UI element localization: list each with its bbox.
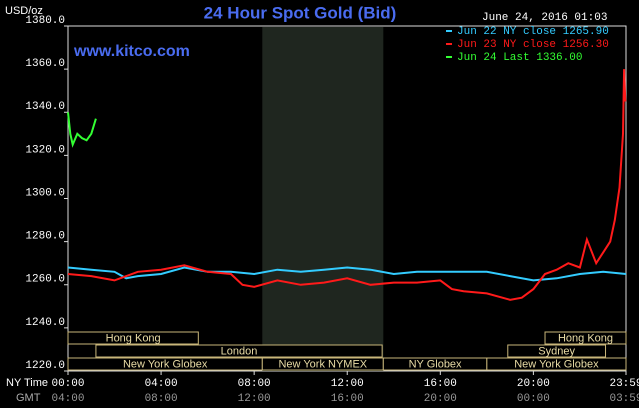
- y-tick-label: 1320.0: [25, 144, 65, 156]
- session-label: Hong Kong: [558, 332, 613, 344]
- x-axis-label: NY Time: [6, 377, 48, 389]
- y-tick-label: 1220.0: [25, 360, 65, 372]
- session-label: New York Globex: [123, 358, 208, 370]
- x2-tick-label: 03:59: [609, 393, 639, 405]
- legend-entry: Jun 24 Last 1336.00: [457, 52, 582, 64]
- chart-title: 24 Hour Spot Gold (Bid): [204, 3, 397, 22]
- y-tick-label: 1380.0: [25, 15, 65, 27]
- x2-tick-label: 04:00: [51, 393, 84, 405]
- series-line: [67, 266, 627, 282]
- x-tick-label: 08:00: [238, 378, 271, 390]
- series-line: [67, 69, 627, 301]
- session-box: [486, 357, 627, 371]
- session-label: London: [221, 345, 258, 357]
- x2-tick-label: 20:00: [424, 393, 457, 405]
- session-label: NY Globex: [409, 358, 462, 370]
- x2-tick-label: 16:00: [331, 393, 364, 405]
- shaded-region: [262, 27, 384, 371]
- legend-entry: Jun 23 NY close 1256.30: [457, 39, 609, 51]
- x-tick-label: 12:00: [331, 378, 364, 390]
- x-tick-label: 23:59: [609, 378, 639, 390]
- x2-tick-label: 12:00: [238, 393, 271, 405]
- timestamp: June 24, 2016 01:03: [482, 12, 607, 24]
- session-label: New York NYMEX: [278, 358, 367, 370]
- session-box: [67, 331, 199, 345]
- y-tick-label: 1340.0: [25, 101, 65, 113]
- x-tick-label: 04:00: [145, 378, 178, 390]
- session-label: New York Globex: [514, 358, 599, 370]
- session-box: [507, 344, 607, 358]
- y-tick-label: 1360.0: [25, 58, 65, 70]
- x-tick-label: 20:00: [517, 378, 550, 390]
- x2-tick-label: 08:00: [145, 393, 178, 405]
- session-box: [544, 331, 627, 345]
- y-axis-label: USD/oz: [5, 5, 43, 17]
- y-tick-label: 1260.0: [25, 274, 65, 286]
- y-tick-label: 1280.0: [25, 231, 65, 243]
- x2-axis-label: GMT: [16, 392, 41, 404]
- session-label: Hong Kong: [106, 332, 161, 344]
- legend-entry: Jun 22 NY close 1265.90: [457, 26, 609, 38]
- session-label: Sydney: [538, 345, 575, 357]
- series-line: [67, 112, 97, 148]
- x-tick-label: 16:00: [424, 378, 457, 390]
- x2-tick-label: 00:00: [517, 393, 550, 405]
- source-label: www.kitco.com: [73, 43, 190, 60]
- y-tick-label: 1240.0: [25, 317, 65, 329]
- x-tick-label: 00:00: [51, 378, 84, 390]
- session-box: [95, 344, 383, 358]
- y-tick-label: 1300.0: [25, 187, 65, 199]
